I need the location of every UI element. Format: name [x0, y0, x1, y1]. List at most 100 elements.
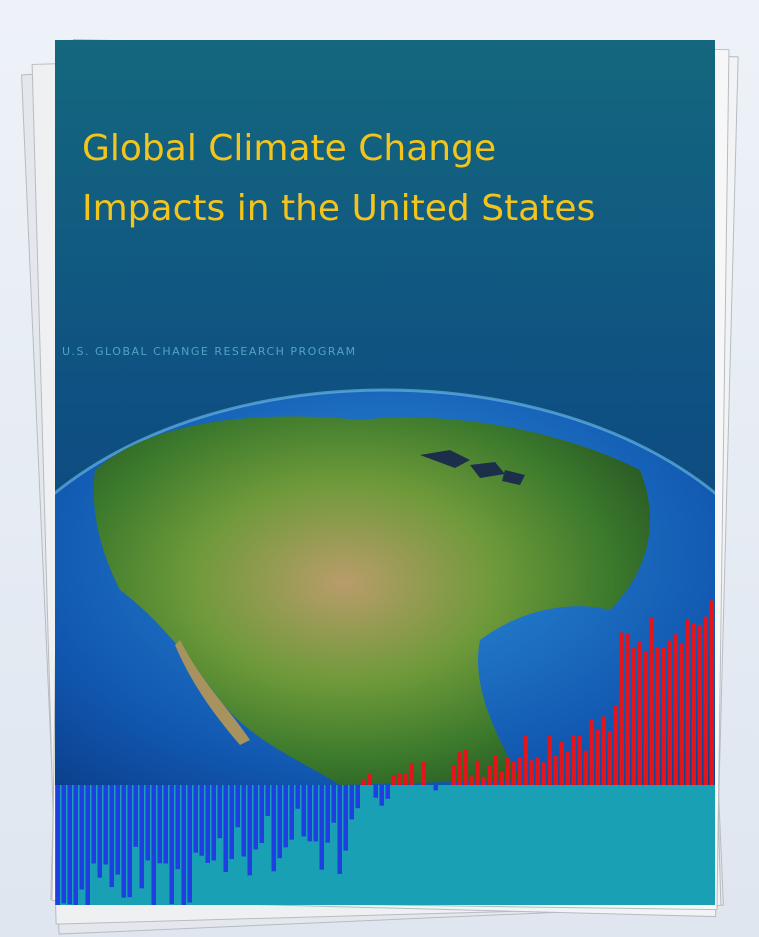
- stripe: [313, 785, 318, 842]
- stripe: [253, 785, 258, 850]
- stripe: [355, 785, 360, 809]
- stripe: [61, 785, 66, 904]
- stripe: [571, 735, 576, 785]
- stripe: [205, 785, 210, 863]
- stripe: [235, 785, 240, 828]
- stripe: [133, 785, 138, 847]
- stripe: [391, 775, 396, 785]
- north-america: [93, 416, 650, 785]
- stripe: [199, 785, 204, 856]
- stripe: [577, 736, 582, 785]
- stripe: [295, 785, 300, 809]
- stripe: [169, 785, 174, 905]
- stripe: [403, 773, 408, 785]
- stripe: [547, 735, 552, 785]
- great-lakes: [420, 450, 525, 485]
- stripe: [229, 785, 234, 860]
- stripe: [241, 785, 246, 857]
- stripe: [421, 761, 426, 785]
- stripe: [559, 741, 564, 785]
- stripe: [637, 641, 642, 785]
- stripe: [91, 785, 96, 864]
- stripe: [367, 774, 372, 785]
- stripe: [649, 617, 654, 785]
- stripe: [673, 634, 678, 785]
- stripe: [127, 785, 132, 898]
- stripe: [385, 785, 390, 799]
- stripe: [121, 785, 126, 898]
- stripe: [517, 757, 522, 785]
- stripe: [655, 648, 660, 785]
- stripe: [187, 785, 192, 903]
- stripe: [373, 785, 378, 798]
- stripe: [331, 785, 336, 823]
- stripe: [211, 785, 216, 861]
- stripe: [259, 785, 264, 844]
- stripe: [79, 785, 84, 890]
- stripe: [469, 776, 474, 785]
- stripe: [505, 758, 510, 785]
- stripe: [475, 760, 480, 785]
- stripe: [73, 785, 78, 905]
- stripe: [337, 785, 342, 874]
- stripe: [601, 716, 606, 785]
- stripe: [67, 785, 72, 905]
- stripe: [595, 729, 600, 785]
- stripe: [223, 785, 228, 873]
- stripe: [631, 647, 636, 785]
- stripe: [709, 600, 714, 785]
- stripe: [271, 785, 276, 872]
- stripe: [487, 765, 492, 785]
- stripe: [433, 785, 438, 791]
- stripe: [193, 785, 198, 853]
- stripe: [523, 735, 528, 785]
- stripe: [625, 633, 630, 785]
- stripe: [679, 643, 684, 785]
- stripe: [55, 785, 60, 905]
- stripe: [553, 755, 558, 785]
- title-line: Impacts in the United States: [82, 188, 595, 229]
- temperature-bars: [55, 600, 714, 905]
- stripe: [481, 776, 486, 785]
- stripe: [589, 719, 594, 785]
- stripe: [151, 785, 156, 905]
- stripe: [541, 762, 546, 785]
- stripe: [181, 785, 186, 905]
- stripe: [703, 616, 708, 785]
- stripe: [691, 623, 696, 785]
- stripe: [697, 624, 702, 785]
- stripe: [163, 785, 168, 864]
- stripe: [661, 646, 666, 785]
- stripe: [667, 640, 672, 785]
- stripe: [115, 785, 120, 875]
- stripe: [103, 785, 108, 865]
- stripe: [277, 785, 282, 859]
- stripe: [613, 705, 618, 785]
- stripe: [247, 785, 252, 876]
- stripe: [85, 785, 90, 905]
- stripe: [451, 765, 456, 785]
- stripe: [607, 730, 612, 785]
- stripe: [157, 785, 162, 864]
- stripe: [283, 785, 288, 848]
- stripe: [529, 760, 534, 785]
- stripe: [379, 785, 384, 806]
- stripe: [619, 632, 624, 785]
- stripe: [499, 771, 504, 785]
- stripe: [97, 785, 102, 878]
- stripe: [457, 752, 462, 785]
- stripe: [175, 785, 180, 870]
- stripe: [397, 773, 402, 785]
- stripe: [139, 785, 144, 889]
- stripe: [535, 757, 540, 785]
- stripe: [643, 651, 648, 785]
- stripe: [349, 785, 354, 820]
- stripe: [565, 751, 570, 785]
- stripe: [301, 785, 306, 837]
- stripe: [289, 785, 294, 840]
- stripe: [511, 761, 516, 785]
- stripe: [217, 785, 222, 839]
- stripe: [493, 756, 498, 785]
- stripe: [319, 785, 324, 870]
